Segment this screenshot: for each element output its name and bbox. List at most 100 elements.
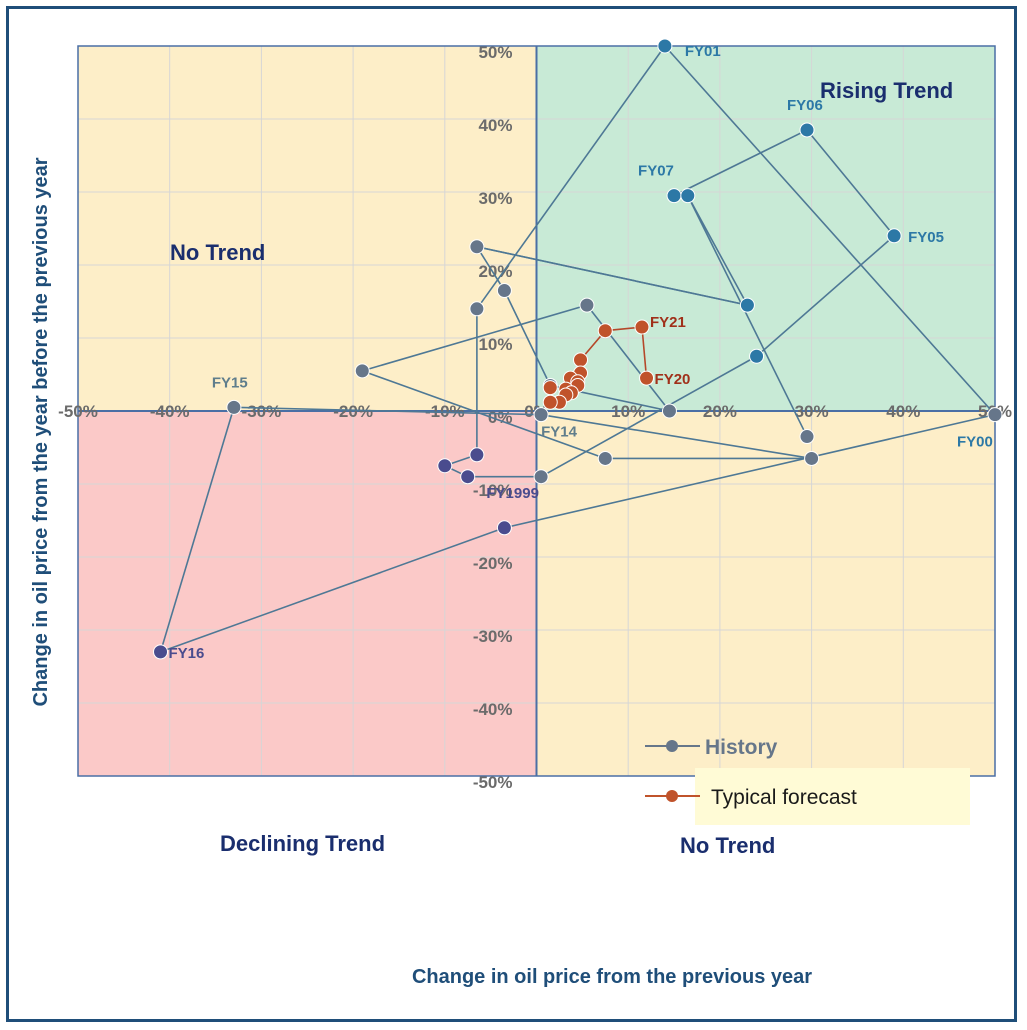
y-tick-label: 50% xyxy=(478,43,512,62)
history-segment-12 xyxy=(687,195,749,306)
history-segment-20 xyxy=(361,370,606,460)
history-point-1 xyxy=(987,407,1003,423)
history-point-21 xyxy=(533,407,549,423)
history-point-4 xyxy=(469,447,485,463)
forecast-point-2 xyxy=(597,323,613,339)
region-declining xyxy=(78,411,537,776)
history-point-20 xyxy=(804,450,820,466)
legend-history-label: History xyxy=(705,736,778,759)
legend: History Typical forecast xyxy=(645,736,970,825)
history-segment-18 xyxy=(586,304,671,412)
history-point-13 xyxy=(739,297,755,313)
region-label-no-trend-lower: No Trend xyxy=(680,833,775,858)
legend-forecast-label: Typical forecast xyxy=(711,786,857,809)
history-segment-22 xyxy=(540,413,812,460)
y-tick-label: 20% xyxy=(478,262,512,281)
history-point-15 xyxy=(496,283,512,299)
history-point-label-0: FY1999 xyxy=(486,485,539,502)
x-tick-label: -40% xyxy=(150,402,190,421)
history-point-16 xyxy=(661,403,677,419)
forecast-point-13 xyxy=(542,380,558,396)
y-tick-label: 30% xyxy=(478,189,512,208)
history-point-label-22: FY15 xyxy=(212,374,248,391)
history-segment-7 xyxy=(540,355,757,478)
history-point-12 xyxy=(680,188,696,204)
x-tick-label: -10% xyxy=(425,402,465,421)
history-point-23 xyxy=(153,644,169,660)
x-tick-label: 10% xyxy=(611,402,645,421)
history-segment-14 xyxy=(476,245,748,306)
region-label-declining: Declining Trend xyxy=(220,831,385,856)
history-point-10 xyxy=(799,122,815,138)
history-point-2 xyxy=(657,38,673,54)
forecast-point-3 xyxy=(573,352,589,368)
region-label-rising: Rising Trend xyxy=(820,78,953,103)
history-point-18 xyxy=(354,363,370,379)
history-point-19 xyxy=(597,450,613,466)
history-point-label-2: FY01 xyxy=(685,43,721,60)
y-tick-label: 40% xyxy=(478,116,512,135)
history-point-3 xyxy=(469,301,485,317)
history-segment-2 xyxy=(476,45,666,310)
labels: FY1999 FY00 FY01 FY05 FY06 FY07 FY14 FY15 FY16 FY… xyxy=(169,43,993,662)
history-segment-9 xyxy=(806,129,895,237)
history-segment-15 xyxy=(476,246,506,291)
forecast-point-0 xyxy=(639,370,655,386)
history-segment-16 xyxy=(503,290,551,386)
history-segment-26 xyxy=(687,195,808,437)
history-segment-1 xyxy=(664,45,996,416)
x-tick-label: 20% xyxy=(703,402,737,421)
x-tick-label: -20% xyxy=(333,402,373,421)
history-point-7 xyxy=(533,469,549,485)
history-segment-8 xyxy=(756,235,895,357)
x-tick-label: -30% xyxy=(242,402,282,421)
history-point-17 xyxy=(579,297,595,313)
history-point-label-23: FY16 xyxy=(169,645,205,662)
history-point-label-1: FY00 xyxy=(957,434,993,451)
history-point-label-9: FY05 xyxy=(908,229,944,246)
legend-history-marker xyxy=(666,740,678,752)
trend-regions xyxy=(78,46,995,776)
forecast-point-label-0: FY20 xyxy=(655,371,691,388)
history-point-11 xyxy=(666,188,682,204)
forecast-point-label-1: FY21 xyxy=(650,314,686,331)
y-tick-label: -10% xyxy=(473,481,513,500)
y-tick-label: 10% xyxy=(478,335,512,354)
history-point-0 xyxy=(496,520,512,536)
y-tick-label: -30% xyxy=(473,627,513,646)
history-segment-19 xyxy=(362,304,588,372)
forecast-point-1 xyxy=(634,319,650,335)
history-point-14 xyxy=(469,239,485,255)
legend-forecast-marker xyxy=(666,790,678,802)
region-no-trend-upper xyxy=(78,46,537,411)
region-rising xyxy=(536,46,995,411)
y-tick-label: -40% xyxy=(473,700,513,719)
history-point-label-21: FY14 xyxy=(541,424,578,441)
series xyxy=(153,38,1003,660)
x-tick-label: 30% xyxy=(795,402,829,421)
x-axis-title: Change in oil price from the previous ye… xyxy=(412,966,812,988)
region-label-no-trend-upper: No Trend xyxy=(170,240,265,265)
y-tick-label: -50% xyxy=(473,773,513,792)
history-segment-23 xyxy=(233,406,542,416)
forecast-point-12 xyxy=(542,394,558,410)
history-point-5 xyxy=(437,458,453,474)
region-no-trend-lower xyxy=(536,411,995,776)
y-tick-label: -20% xyxy=(473,554,513,573)
history-segment-0 xyxy=(504,413,996,529)
legend-background xyxy=(695,768,970,825)
history-point-22 xyxy=(226,399,242,415)
history-segment-25 xyxy=(160,527,505,653)
history-segment-24 xyxy=(159,407,235,653)
history-segment-10 xyxy=(673,129,808,197)
x-tick-label: -50% xyxy=(58,402,98,421)
history-point-label-10: FY06 xyxy=(787,97,823,114)
history-point-9 xyxy=(886,228,902,244)
history-point-8 xyxy=(749,348,765,364)
history-point-6 xyxy=(460,469,476,485)
x-tick-label: 40% xyxy=(886,402,920,421)
history-point-label-11: FY07 xyxy=(638,163,674,180)
history-point-25 xyxy=(799,429,815,445)
y-axis-title: Change in oil price from the year before… xyxy=(30,157,52,706)
